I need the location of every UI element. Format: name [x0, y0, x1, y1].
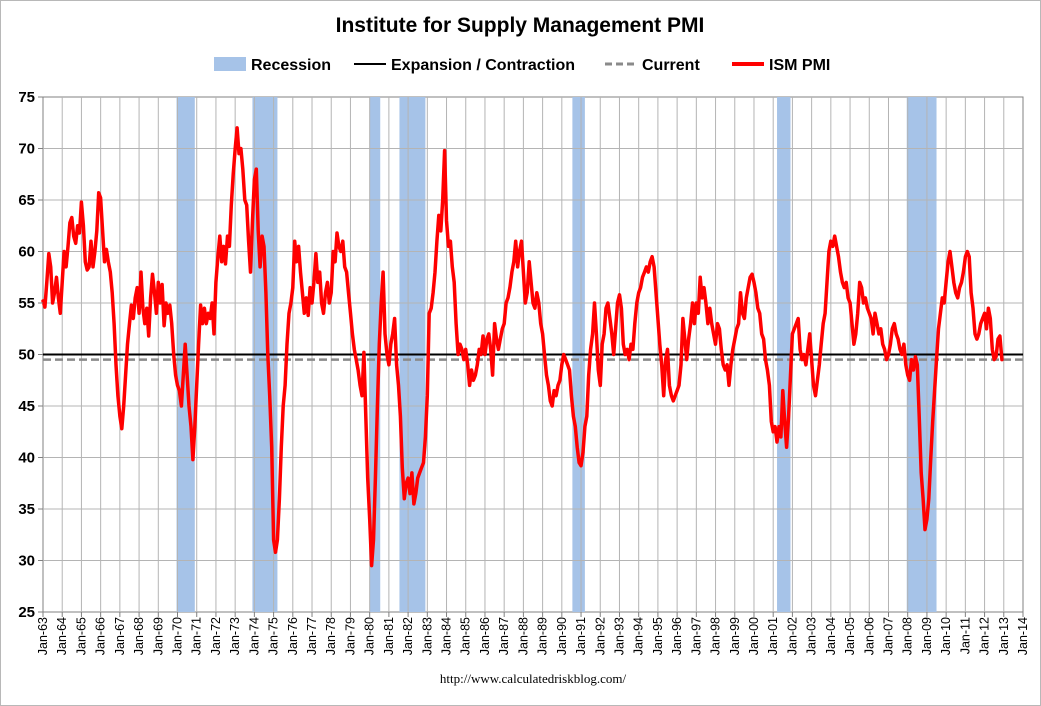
series-line-ism-pmi	[41, 126, 1004, 568]
x-tick-label: Jan-95	[651, 617, 665, 655]
x-tick-label: Jan-80	[363, 617, 377, 655]
legend-label-ism-pmi: ISM PMI	[769, 57, 830, 74]
x-tick-label: Jan-10	[939, 617, 953, 655]
x-tick-label: Jan-94	[632, 617, 646, 655]
legend-label-expansion-contraction: Expansion / Contraction	[391, 57, 575, 74]
x-tick-label: Jan-69	[151, 617, 165, 655]
legend-label-recession: Recession	[251, 57, 331, 74]
y-tick-label: 65	[18, 192, 35, 209]
x-tick-label: Jan-76	[286, 617, 300, 655]
y-tick-label: 45	[18, 398, 35, 415]
x-tick-label: Jan-83	[420, 617, 434, 655]
x-tick-label: Jan-85	[459, 617, 473, 655]
x-tick-label: Jan-92	[593, 617, 607, 655]
x-tick-label: Jan-97	[689, 617, 703, 655]
reference-lines	[43, 353, 1023, 361]
y-tick-label: 25	[18, 604, 35, 621]
x-tick-label: Jan-63	[36, 617, 50, 655]
series-layer	[41, 126, 1004, 568]
legend-swatch-recession	[214, 57, 246, 71]
x-tick-label: Jan-65	[74, 617, 88, 655]
x-tick-label: Jan-78	[324, 617, 338, 655]
y-tick-label: 75	[18, 89, 35, 106]
x-tick-label: Jan-99	[728, 617, 742, 655]
x-tick-label: Jan-11	[958, 617, 972, 654]
x-tick-label: Jan-70	[171, 617, 185, 655]
x-tick-label: Jan-66	[94, 617, 108, 655]
y-tick-label: 60	[18, 244, 35, 261]
x-tick-label: Jan-13	[997, 617, 1011, 655]
x-tick-label: Jan-64	[55, 617, 69, 655]
chart-title: Institute for Supply Management PMI	[336, 14, 705, 37]
y-tick-label: 40	[18, 450, 35, 467]
y-tick-label: 50	[18, 347, 35, 364]
x-tick-label: Jan-81	[382, 617, 396, 655]
x-tick-label: Jan-08	[901, 617, 915, 655]
x-tick-label: Jan-79	[343, 617, 357, 655]
x-tick-label: Jan-75	[267, 617, 281, 655]
x-tick-label: Jan-09	[920, 617, 934, 655]
x-tick-label: Jan-07	[881, 617, 895, 655]
x-tick-label: Jan-01	[766, 617, 780, 655]
x-tick-label: Jan-74	[247, 617, 261, 655]
y-tick-label: 55	[18, 295, 35, 312]
legend: Recession Expansion / Contraction Curren…	[214, 57, 830, 74]
x-tick-label: Jan-93	[612, 617, 626, 655]
x-tick-label: Jan-90	[555, 617, 569, 655]
y-tick-labels: 25 30 35 40 45 50 55 60 65 70 75	[18, 89, 43, 621]
x-tick-label: Jan-03	[805, 617, 819, 655]
x-tick-label: Jan-84	[440, 617, 454, 655]
x-tick-label: Jan-73	[228, 617, 242, 655]
x-tick-label: Jan-98	[709, 617, 723, 655]
x-tick-label: Jan-05	[843, 617, 857, 655]
x-tick-label: Jan-14	[1016, 617, 1030, 655]
x-tick-label: Jan-04	[824, 617, 838, 655]
legend-label-current: Current	[642, 57, 700, 74]
source-url: http://www.calculatedriskblog.com/	[440, 671, 627, 686]
x-tick-label: Jan-87	[497, 617, 511, 655]
x-tick-label: Jan-68	[132, 617, 146, 655]
x-tick-label: Jan-71	[190, 617, 204, 655]
x-tick-label: Jan-77	[305, 617, 319, 655]
x-tick-label: Jan-72	[209, 617, 223, 655]
x-tick-label: Jan-67	[113, 617, 127, 655]
x-tick-label: Jan-82	[401, 617, 415, 655]
x-tick-label: Jan-12	[978, 617, 992, 655]
x-tick-label: Jan-86	[478, 617, 492, 655]
x-tick-label: Jan-02	[785, 617, 799, 655]
y-tick-label: 70	[18, 141, 35, 158]
x-tick-label: Jan-88	[516, 617, 530, 655]
y-tick-label: 35	[18, 501, 35, 518]
x-tick-label: Jan-00	[747, 617, 761, 655]
x-tick-label: Jan-91	[574, 617, 588, 655]
x-tick-labels: Jan-63 Jan-64 Jan-65 Jan-66 Jan-67 Jan-68 Jan-…	[36, 612, 1030, 655]
x-tick-label: Jan-89	[536, 617, 550, 655]
x-tick-label: Jan-06	[862, 617, 876, 655]
x-tick-label: Jan-96	[670, 617, 684, 655]
y-tick-label: 30	[18, 553, 35, 570]
horizontal-gridlines	[43, 148, 1023, 561]
